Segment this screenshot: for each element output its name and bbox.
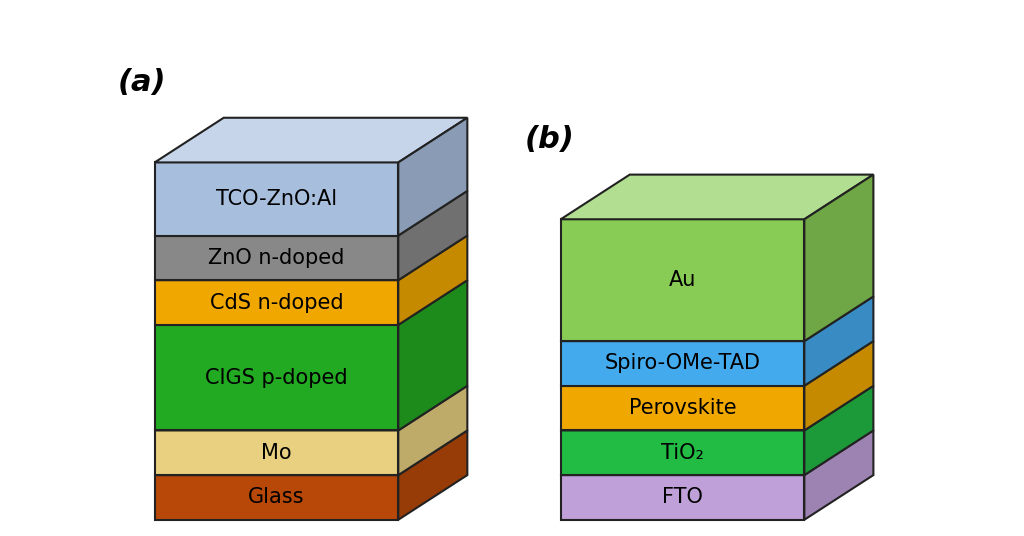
Polygon shape: [805, 430, 873, 520]
Polygon shape: [155, 280, 467, 325]
Polygon shape: [155, 280, 398, 325]
Polygon shape: [155, 386, 467, 430]
Polygon shape: [805, 386, 873, 475]
Polygon shape: [398, 386, 467, 475]
Polygon shape: [155, 235, 398, 280]
Polygon shape: [155, 118, 467, 162]
Text: (b): (b): [524, 125, 574, 154]
Polygon shape: [561, 430, 873, 475]
Text: ZnO n-doped: ZnO n-doped: [208, 248, 345, 268]
Text: TCO-ZnO:Al: TCO-ZnO:Al: [216, 189, 337, 209]
Polygon shape: [155, 191, 467, 235]
Text: Spiro-OMe-TAD: Spiro-OMe-TAD: [604, 353, 761, 374]
Polygon shape: [155, 430, 467, 475]
Polygon shape: [561, 386, 873, 430]
Text: Au: Au: [669, 270, 696, 290]
Text: CdS n-doped: CdS n-doped: [210, 293, 343, 312]
Polygon shape: [155, 235, 467, 280]
Text: Perovskite: Perovskite: [629, 398, 736, 418]
Polygon shape: [561, 296, 873, 341]
Polygon shape: [561, 341, 873, 386]
Polygon shape: [805, 341, 873, 430]
Text: CIGS p-doped: CIGS p-doped: [205, 368, 348, 388]
Text: Glass: Glass: [248, 487, 305, 508]
Text: (a): (a): [118, 69, 167, 98]
Polygon shape: [398, 191, 467, 280]
Polygon shape: [805, 296, 873, 386]
Polygon shape: [155, 475, 398, 520]
Text: TiO₂: TiO₂: [662, 443, 705, 463]
Polygon shape: [561, 219, 805, 341]
Polygon shape: [398, 430, 467, 520]
Polygon shape: [561, 386, 805, 430]
Polygon shape: [398, 280, 467, 430]
Polygon shape: [398, 235, 467, 325]
Polygon shape: [561, 475, 805, 520]
Polygon shape: [805, 175, 873, 341]
Polygon shape: [561, 430, 805, 475]
Polygon shape: [155, 162, 398, 235]
Text: FTO: FTO: [663, 487, 703, 508]
Polygon shape: [155, 430, 398, 475]
Polygon shape: [398, 118, 467, 235]
Polygon shape: [155, 325, 398, 430]
Polygon shape: [561, 341, 805, 386]
Polygon shape: [561, 175, 873, 219]
Text: Mo: Mo: [261, 443, 292, 463]
